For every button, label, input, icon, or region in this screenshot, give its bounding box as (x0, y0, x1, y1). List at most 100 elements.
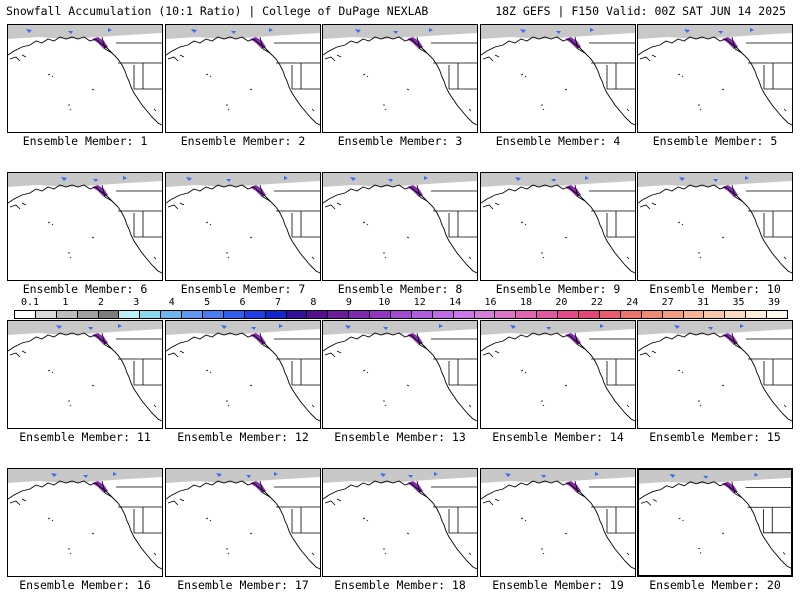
islands (324, 54, 472, 112)
ensemble-member-label: Ensemble Member: 4 (495, 134, 621, 148)
colorbar-swatch (98, 311, 120, 318)
snow-field-gray (638, 321, 792, 335)
colorbar-swatch (599, 311, 621, 318)
borders (101, 36, 162, 90)
colorbar-tick-label: 35 (732, 297, 745, 308)
ensemble-panel (165, 24, 321, 133)
snow-field-gray (323, 173, 477, 187)
ensemble-panel (480, 172, 636, 281)
coastline (481, 480, 635, 570)
coastline (323, 332, 477, 422)
basemap (8, 321, 162, 422)
colorbar-swatch (495, 311, 517, 318)
snow-field-gray (323, 321, 477, 335)
colorbar-swatch (474, 311, 496, 318)
snow-field-gray (639, 470, 791, 484)
basemap (638, 173, 792, 274)
colorbar-tick-label: 18 (519, 297, 533, 308)
ensemble-panel (480, 24, 636, 133)
borders (259, 36, 320, 90)
ensemble-member-label: Ensemble Member: 10 (649, 282, 781, 296)
ensemble-member-label: Ensemble Member: 17 (177, 578, 309, 592)
colorbar-swatch (683, 311, 705, 318)
snow-field-blue (61, 176, 127, 182)
basemap (638, 25, 792, 126)
colorbar-swatch (537, 311, 559, 318)
coastline (638, 184, 792, 274)
snow-field-gray (638, 25, 792, 39)
colorbar-tick-label: 0.1 (20, 297, 40, 308)
colorbar-swatch (203, 311, 224, 318)
coastline (323, 184, 477, 274)
colorbar-swatch (411, 311, 433, 318)
colorbar-swatch (265, 311, 287, 318)
islands (9, 350, 157, 408)
coastline (639, 481, 791, 569)
basemap (166, 173, 320, 274)
ensemble-panel (637, 172, 793, 281)
snow-field-blue (674, 324, 744, 330)
borders (574, 480, 635, 534)
borders (101, 184, 162, 238)
ensemble-member-label: Ensemble Member: 14 (492, 430, 624, 444)
ensemble-panel (637, 320, 793, 429)
basemap (166, 321, 320, 422)
colorbar-tick-label: 39 (767, 297, 781, 308)
colorbar-swatch (453, 311, 475, 318)
colorbar-tick-label: 7 (274, 297, 282, 308)
coastline (481, 36, 635, 126)
borders (731, 332, 792, 386)
islands (482, 498, 630, 556)
basemap (8, 469, 162, 570)
snow-field-blue (191, 28, 273, 34)
borders (101, 480, 162, 534)
snow-field-gray (481, 469, 635, 483)
colorbar-swatch (77, 311, 99, 318)
basemap (8, 173, 162, 274)
colorbar-swatch (641, 311, 663, 318)
basemap (481, 25, 635, 126)
basemap (323, 173, 477, 274)
islands (167, 498, 315, 556)
ensemble-member-label: Ensemble Member: 13 (334, 430, 466, 444)
ensemble-member-label: Ensemble Member: 12 (177, 430, 309, 444)
islands (324, 202, 472, 260)
coastline (166, 480, 320, 570)
coastline (8, 184, 162, 274)
snow-field-blue (51, 472, 117, 478)
coastline (8, 36, 162, 126)
snow-field-gray (166, 173, 320, 187)
colorbar-tick-label: 14 (449, 297, 462, 308)
colorbar-tick-label: 16 (484, 297, 497, 308)
colorbar-tick-label: 1 (62, 297, 69, 308)
coastline (323, 480, 477, 570)
islands (9, 54, 157, 112)
colorbar-tick-label: 10 (378, 297, 391, 308)
colorbar-swatch (56, 311, 78, 318)
ensemble-member-label: Ensemble Member: 11 (19, 430, 151, 444)
snow-field-blue (355, 28, 433, 34)
basemap (638, 321, 792, 422)
borders (101, 332, 162, 386)
ensemble-panel (7, 320, 163, 429)
coastline (481, 332, 635, 422)
ensemble-member-label: Ensemble Member: 2 (180, 134, 306, 148)
snow-field-blue (380, 472, 438, 478)
borders (416, 184, 477, 238)
colorbar-swatch (767, 311, 787, 318)
colorbar-swatch (35, 311, 57, 318)
snow-field-blue (520, 28, 594, 34)
ensemble-member-label: Ensemble Member: 15 (649, 430, 781, 444)
colorbar-swatch (746, 311, 768, 318)
ensemble-panel (165, 320, 321, 429)
basemap (481, 321, 635, 422)
snow-field-gray (323, 469, 477, 483)
colorbar-ticks: 0.1 1 2 3 4 5 6 7 8 9 10 12 14 16 18 20 22 24 27 31 35 39 (14, 297, 788, 310)
islands (482, 350, 630, 408)
coastline (8, 332, 162, 422)
islands (9, 498, 157, 556)
ensemble-member-label: Ensemble Member: 20 (649, 578, 781, 592)
colorbar-tick-label: 12 (413, 297, 426, 308)
ensemble-panel (322, 468, 478, 577)
basemap (481, 469, 635, 570)
